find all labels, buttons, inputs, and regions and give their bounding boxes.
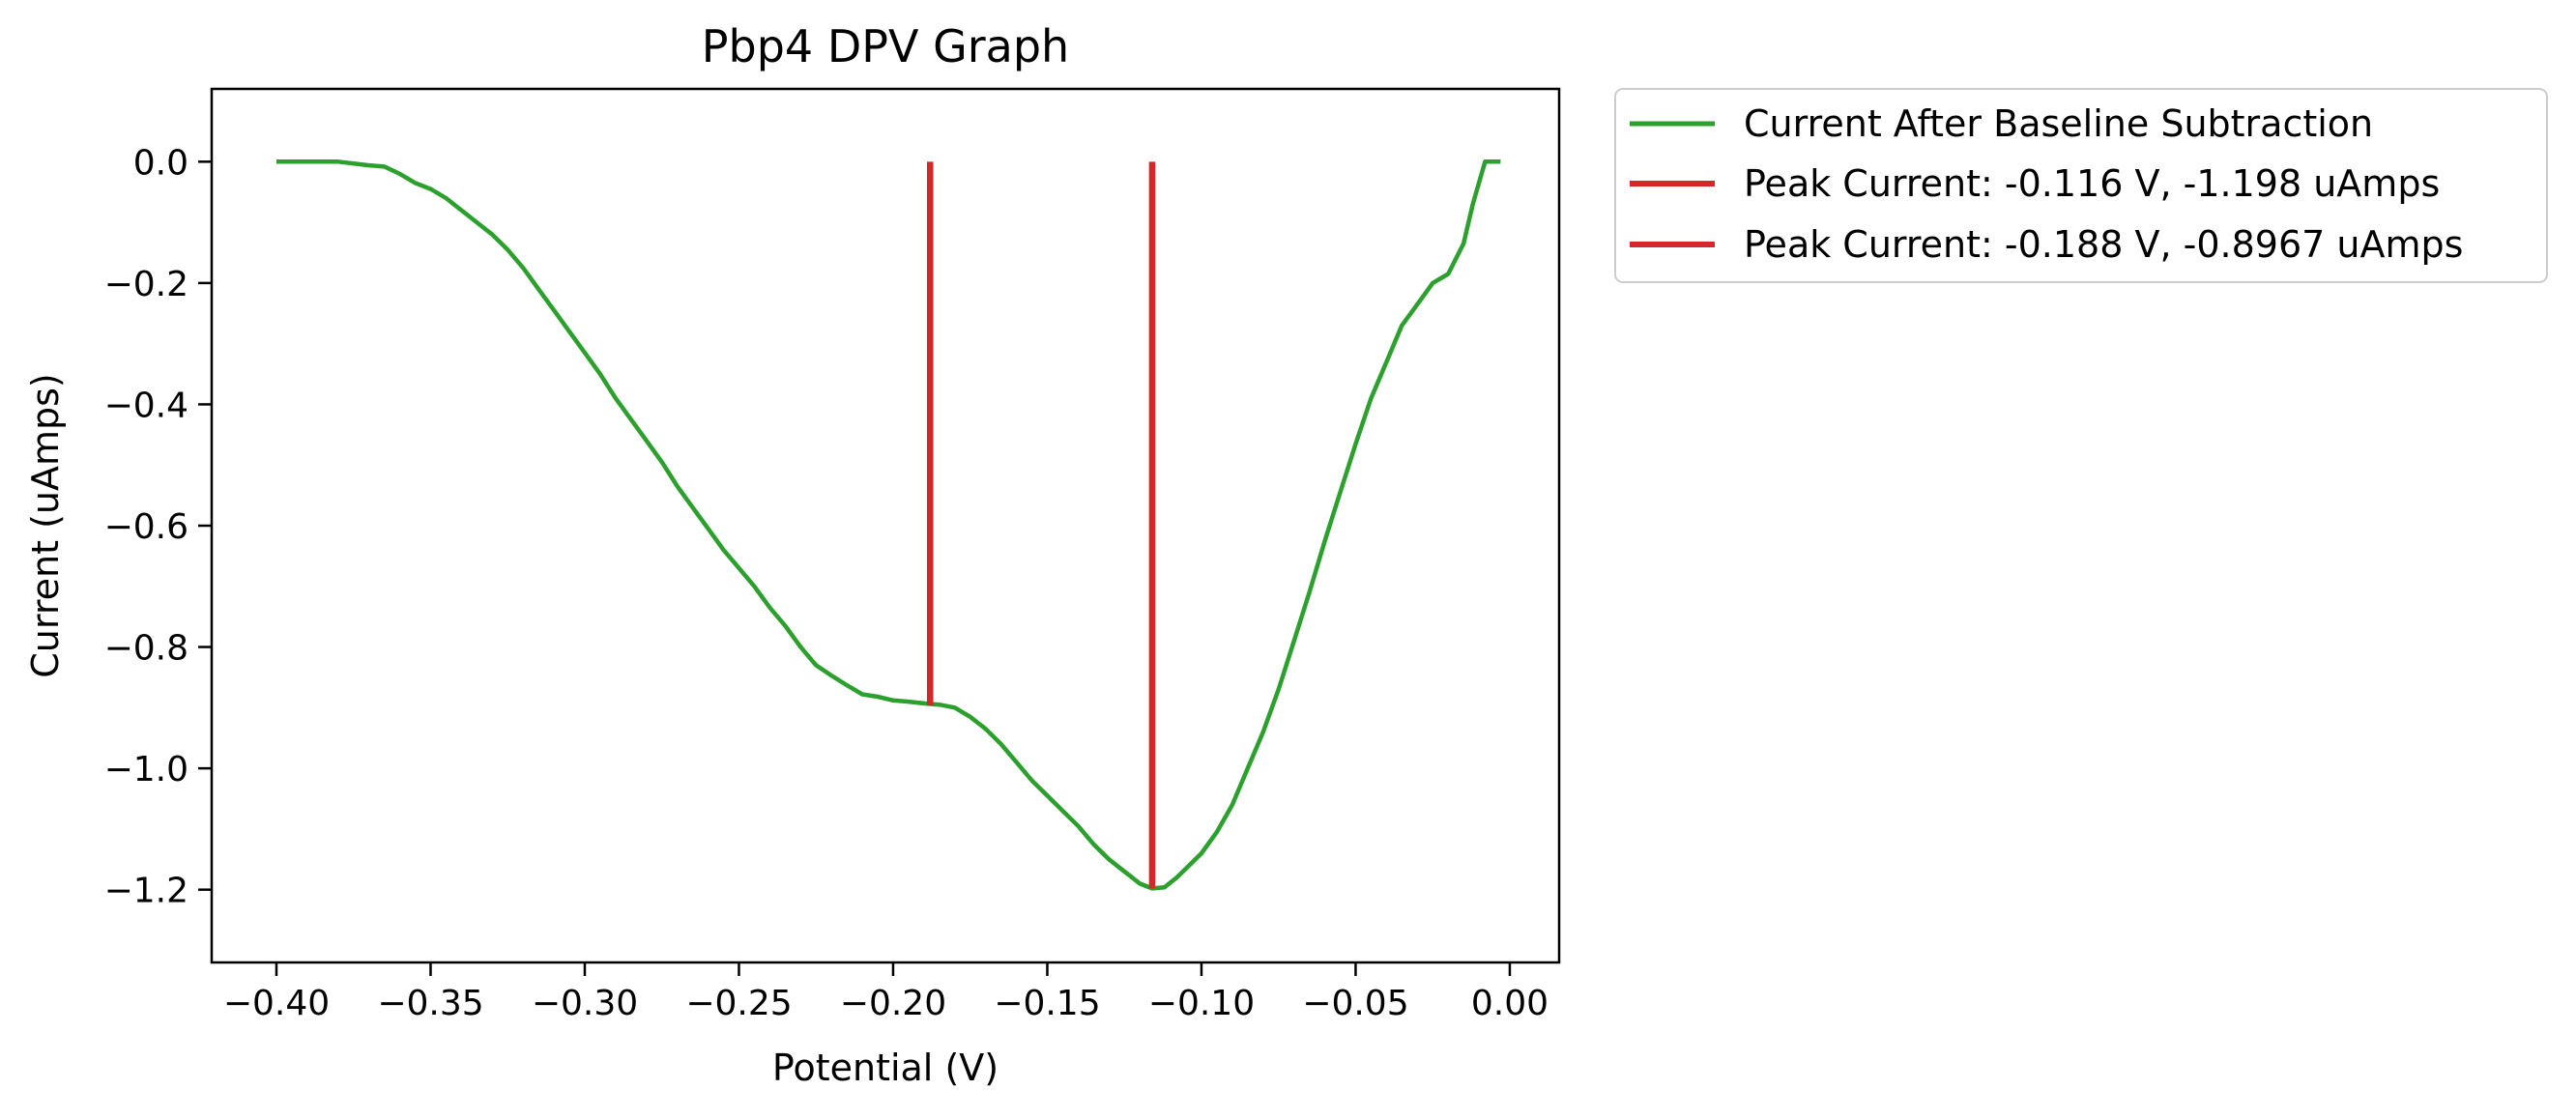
y-tick-label: −0.6 <box>104 507 188 547</box>
x-axis-label: Potential (V) <box>772 1047 999 1089</box>
legend-label-peak-1: Peak Current: -0.116 V, -1.198 uAmps <box>1744 162 2440 205</box>
y-tick-label: −0.4 <box>104 386 188 425</box>
x-tick-label: 0.00 <box>1471 984 1548 1023</box>
y-tick-label: −1.0 <box>104 750 188 789</box>
x-tick-label: −0.30 <box>532 984 638 1023</box>
plot-frame <box>210 87 1561 964</box>
legend-label-baseline-current: Current After Baseline Subtraction <box>1744 102 2373 145</box>
x-tick-label: −0.15 <box>994 984 1100 1023</box>
y-axis-label: Current (uAmps) <box>24 373 67 677</box>
x-tick-label: −0.25 <box>685 984 792 1023</box>
legend: Current After Baseline Subtraction Peak … <box>1614 88 2548 283</box>
plot-area <box>276 159 1501 891</box>
y-tick-label: −0.2 <box>104 265 188 304</box>
y-tick-label: −1.2 <box>104 872 188 911</box>
x-axis: −0.40 −0.35 −0.30 −0.25 −0.20 −0.15 −0.10 −0.05… <box>223 962 1548 1023</box>
x-tick-label: −0.05 <box>1302 984 1408 1023</box>
legend-label-peak-2: Peak Current: -0.188 V, -0.8967 uAmps <box>1744 223 2463 266</box>
x-tick-label: −0.10 <box>1148 984 1255 1023</box>
y-tick-label: −0.8 <box>104 629 188 669</box>
series-line-baseline-current <box>276 159 1501 891</box>
x-tick-label: −0.20 <box>840 984 946 1023</box>
chart-title: Pbp4 DPV Graph <box>702 20 1069 72</box>
y-tick-label: 0.0 <box>133 143 188 183</box>
x-tick-label: −0.40 <box>223 984 330 1023</box>
legend-box <box>1614 88 2548 283</box>
y-axis: 0.0 −0.2 −0.4 −0.6 −0.8 −1.0 −1.2 <box>104 143 212 911</box>
x-tick-label: −0.35 <box>377 984 483 1023</box>
